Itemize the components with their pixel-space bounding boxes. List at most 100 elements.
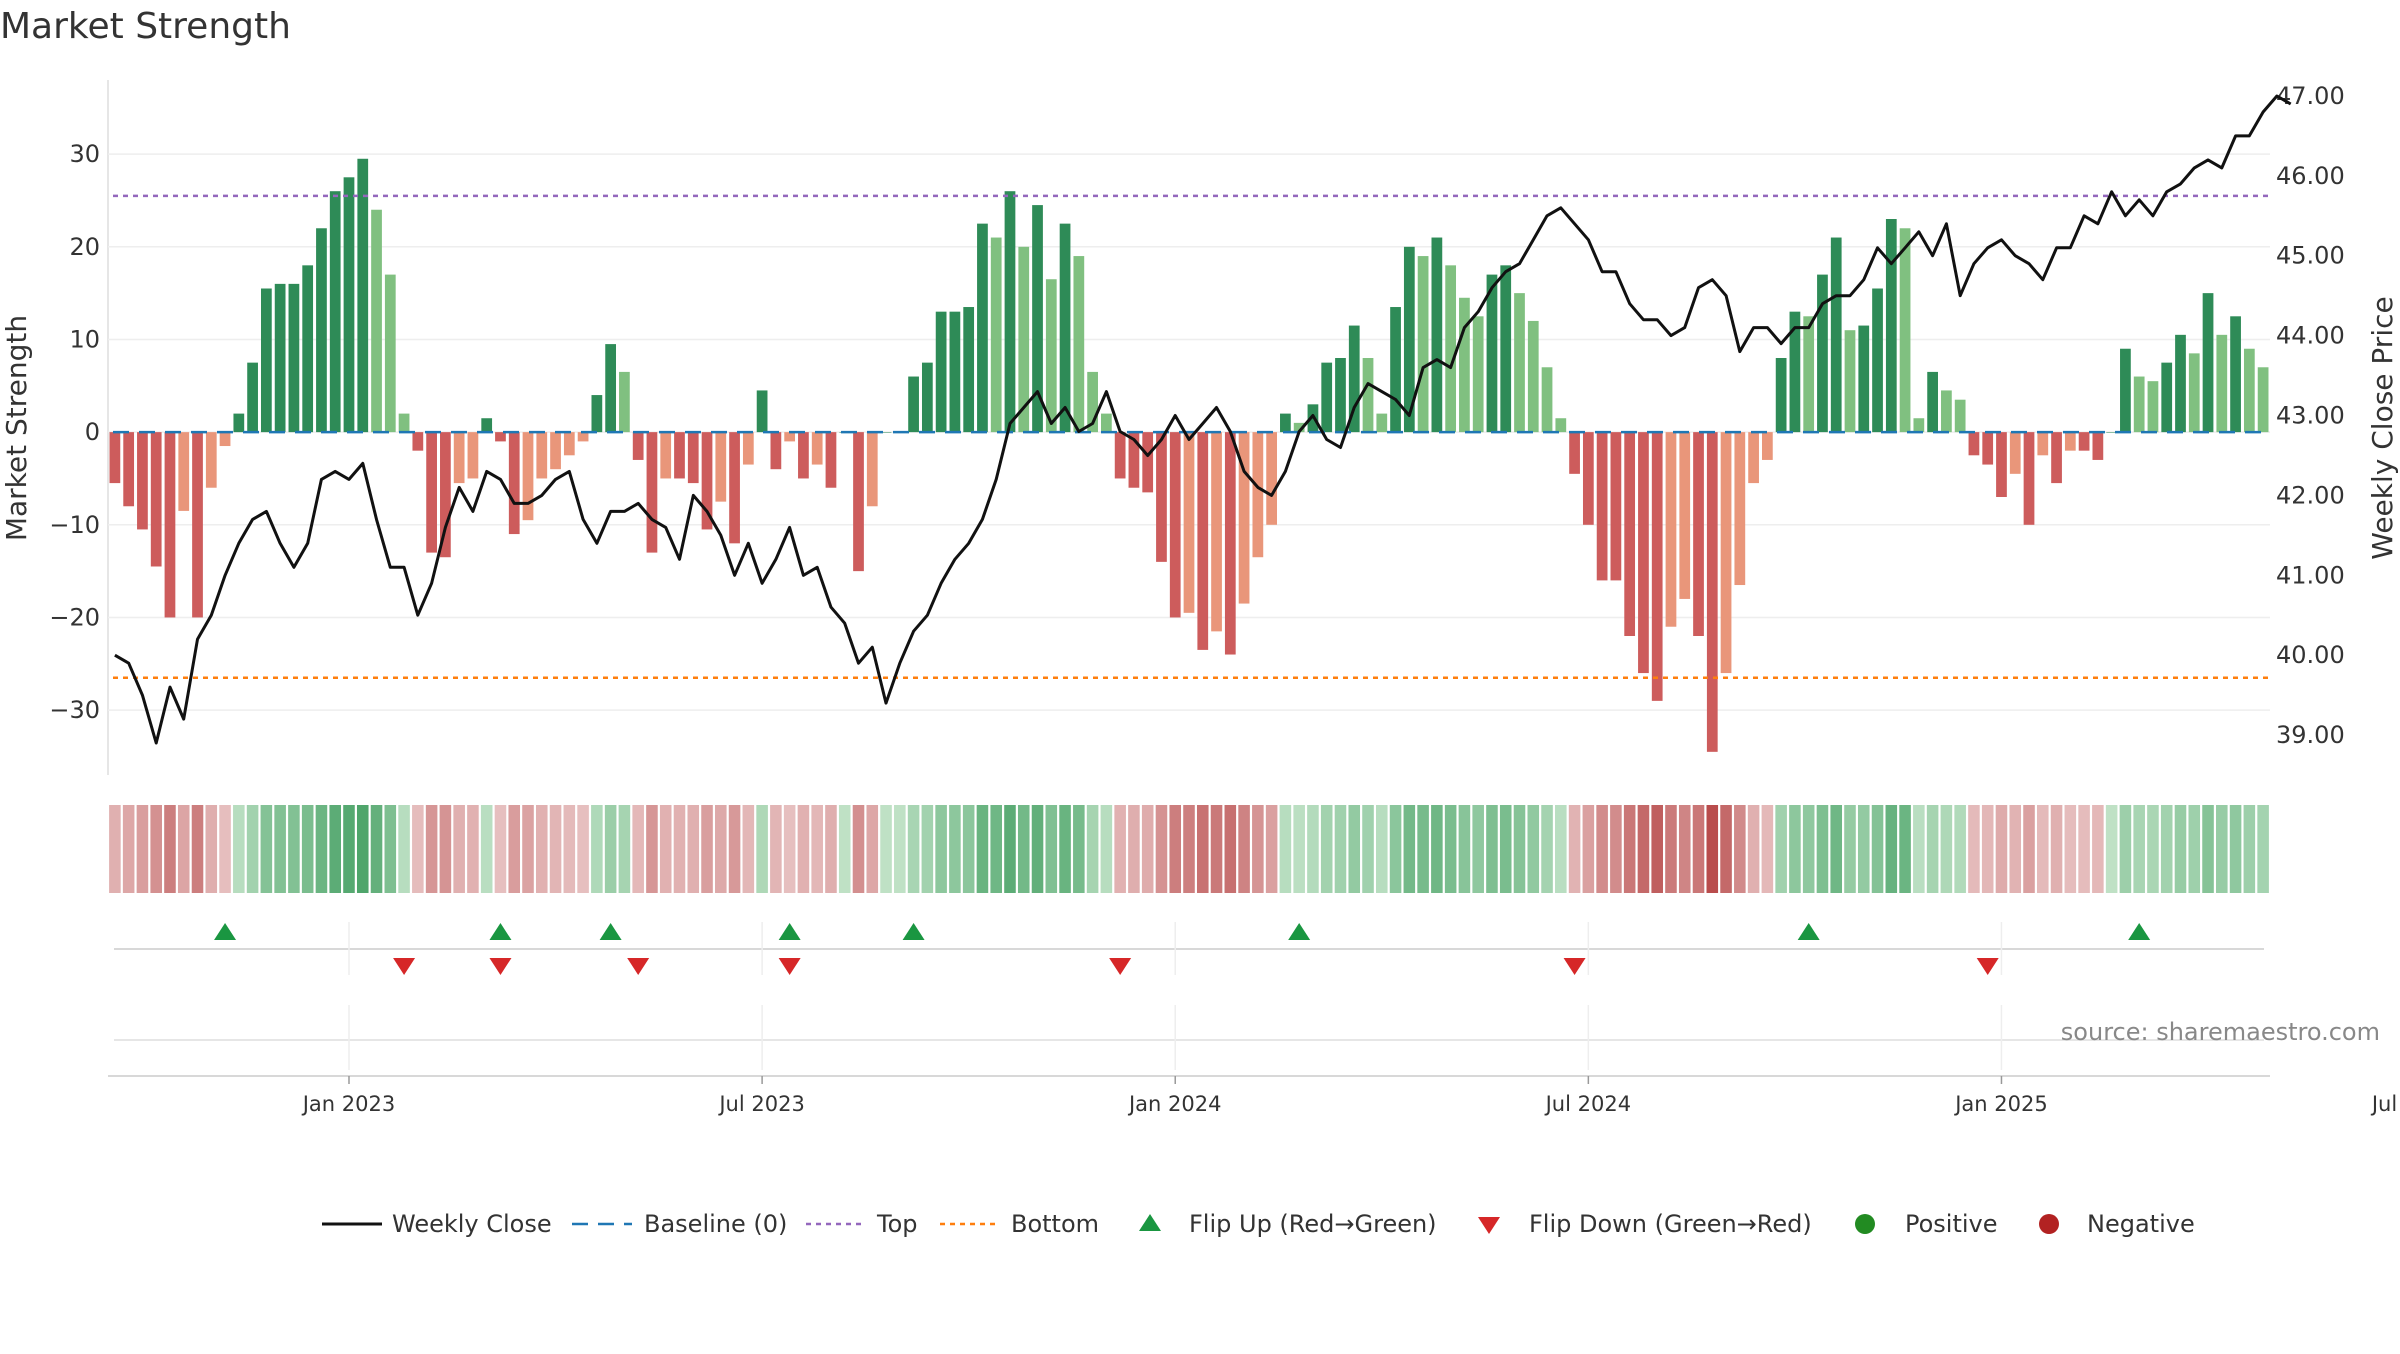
heatmap-cell [687,805,700,893]
heatmap-cell [1307,805,1319,893]
strength-bar [1114,432,1126,479]
legend-flip-down-swatch [1478,1217,1500,1234]
strength-bar [481,418,493,433]
heatmap-cell [1940,805,1953,893]
heatmap-cell [1913,805,1925,893]
strength-bar [1032,205,1043,433]
strength-bar [2188,353,2200,433]
strength-bar [150,432,162,567]
strength-bar [467,432,479,479]
strength-bar [784,432,796,442]
heatmap-cell [797,805,810,893]
heatmap-cell [646,805,658,893]
heatmap-cell [150,805,162,893]
heatmap-cell [1885,805,1898,893]
heatmap-cell [577,805,589,893]
heatmap-cell [1706,805,1719,893]
heatmap-cell [894,805,906,893]
heatmap-cell [1472,805,1484,893]
heatmap-cell [329,805,342,893]
strength-bar [357,158,369,433]
strength-bar [1335,358,1346,433]
heatmap-cell [770,805,782,893]
heatmap-cell [604,805,617,893]
flip-up-marker [778,923,801,940]
heatmap-cell [480,805,493,893]
heatmap-cell [1623,805,1636,893]
heatmap-cell [1279,805,1292,893]
heatmap-cell [728,805,741,893]
strength-bar [1569,432,1580,474]
heatmap-cell [563,805,576,893]
strength-bar [646,432,658,553]
legend-label: Positive [1905,1210,1998,1238]
strength-bar [1211,432,1222,632]
left-tick-label: −20 [49,603,100,631]
heatmap-cell [2188,805,2201,893]
heatmap-cell [1775,805,1787,893]
strength-bar [935,311,947,433]
strength-bar [522,432,534,521]
heatmap-cell [1499,805,1512,893]
heatmap-cell [2243,805,2256,893]
strength-bar [453,432,465,484]
strength-bar [1018,246,1030,433]
flip-up-marker [1797,923,1820,940]
strength-bar [1941,390,1952,433]
strength-bar [632,432,644,460]
strength-bar [508,432,520,535]
heatmap-cell [122,805,135,893]
heatmap-cell [1678,805,1691,893]
heatmap-cell [453,805,465,893]
strength-bar [1087,371,1098,433]
strength-bar [123,432,135,507]
heatmap-cell [219,805,231,893]
strength-bar [756,390,768,433]
legend-flip-up-swatch [1139,1214,1161,1231]
heatmap-cell [1444,805,1457,893]
strength-bar [963,307,975,433]
flip-down-marker [1563,958,1586,975]
strength-bar [1789,311,1801,433]
strength-bar [2161,362,2173,433]
heatmap-cell [384,805,397,893]
heatmap-cell [343,805,355,893]
strength-bar [219,432,231,447]
left-tick-label: −10 [49,511,100,539]
heatmap-cell [1555,805,1567,893]
heatmap-cell [2147,805,2159,893]
heatmap-cell [370,805,383,893]
left-tick-label: 30 [69,140,100,168]
strength-bar [2064,432,2076,451]
heatmap-cell [1348,805,1361,893]
strength-bar [1748,432,1759,484]
strength-bar [591,395,603,433]
strength-bar [1596,432,1608,581]
strength-bar [990,237,1002,433]
heatmap-cell [260,805,273,893]
strength-bar [2023,432,2035,525]
strength-bar [192,432,203,618]
legend: Weekly Close Baseline (0) Top Bottom Flip Up… [322,1210,2195,1238]
strength-bar [426,432,437,553]
heatmap-cell [1995,805,2008,893]
strength-bar [1224,432,1236,655]
heatmap-cell [2078,805,2090,893]
strength-bar [605,344,617,433]
heatmap-cell [412,805,424,893]
strength-bar [440,432,451,558]
strength-bar [1761,432,1773,460]
strength-bar [1541,367,1553,433]
strength-bar [1638,432,1649,674]
right-tick-label: 42.00 [2276,481,2345,509]
heatmap-cell [1183,805,1195,893]
x-tick-label: Jan 2025 [1953,1092,2048,1116]
heatmap-cell [2133,805,2145,893]
heatmap-cell [1252,805,1264,893]
heatmap-cell [2119,805,2132,893]
heatmap-cell [1968,805,1980,893]
x-tick-label: Jul 2024 [1544,1092,1631,1116]
right-axis-title: Weekly Close Price [2366,296,2399,559]
heatmap-cell [907,805,920,893]
heatmap-cell [2160,805,2173,893]
